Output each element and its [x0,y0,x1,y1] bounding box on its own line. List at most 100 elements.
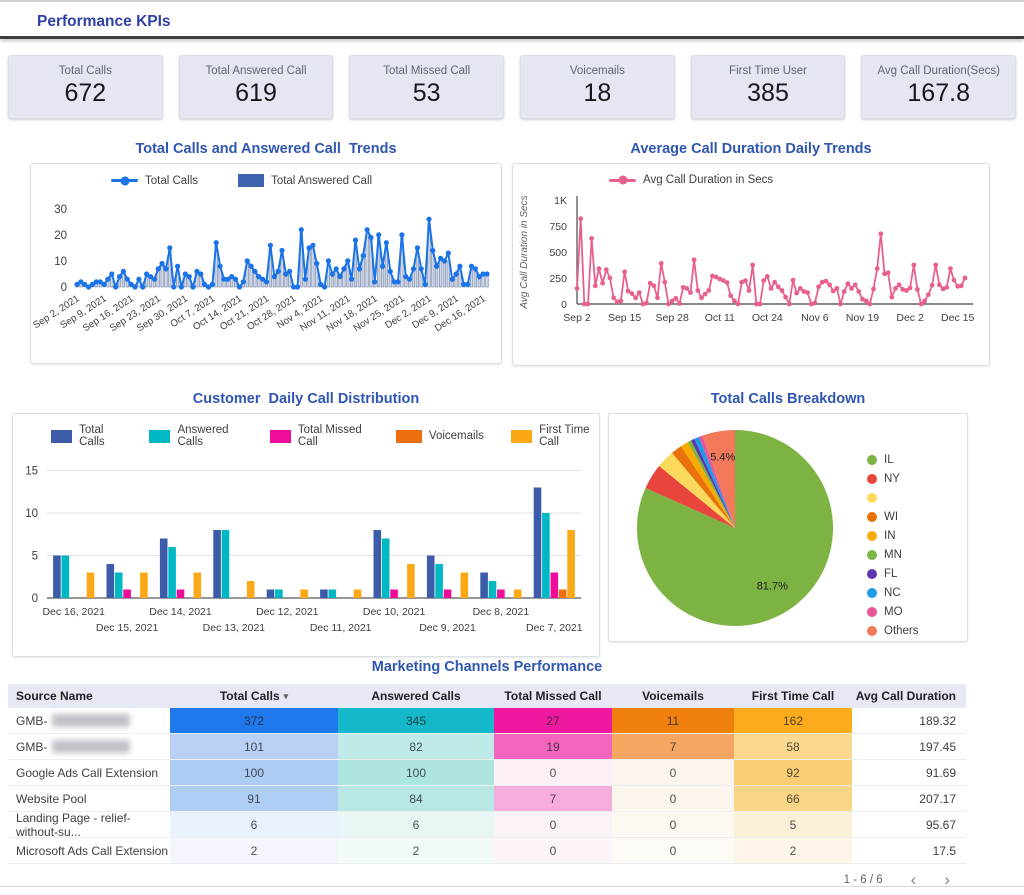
svg-text:10: 10 [54,256,67,268]
daily-distribution-card: Total Calls Answered Calls Total Missed Ca… [12,413,600,657]
legend-item: Total Calls [51,424,122,448]
duration-trend-legend: Avg Call Duration in Secs [609,174,989,186]
metric-cell: 2 [734,838,852,864]
calls-trend-title: Total Calls and Answered Call Trends [135,141,397,157]
kpi-value: 167.8 [907,79,970,107]
legend-label: Total Calls [145,174,199,187]
marketing-table: Source Name Total Calls ▾ Answered Calls Tot… [8,684,966,888]
source-name-cell: Microsoft Ads Call Extension [8,838,170,864]
legend-swatch-icon [867,454,877,465]
source-name-cell: Landing Page - relief-without-su... [8,811,170,839]
kpi-label: Avg Call Duration(Secs) [877,65,1000,77]
svg-text:Dec 7, 2021: Dec 7, 2021 [526,622,583,634]
column-header-first-time-call[interactable]: First Time Call [734,684,852,708]
svg-text:30: 30 [54,204,67,216]
metric-cell: 91 [170,786,338,812]
legend-item: NC [867,584,919,603]
svg-text:0: 0 [61,282,67,294]
calls-breakdown-title: Total Calls Breakdown [710,391,866,407]
kpi-value: 18 [583,79,612,107]
legend-swatch-icon [867,626,877,637]
page-title: Performance KPIs [37,13,171,30]
svg-text:10: 10 [25,508,38,520]
metric-cell: 2 [170,838,338,864]
column-header-total-missed-call[interactable]: Total Missed Call [494,684,612,708]
next-page-button[interactable]: › [944,870,950,889]
prev-page-button[interactable]: ‹ [910,870,917,889]
metric-cell: 66 [734,786,852,812]
legend-item: IN [867,526,919,545]
metric-cell: 5 [734,812,852,838]
legend-item: Others [867,622,919,641]
svg-text:Sep 28: Sep 28 [656,312,689,324]
calls-trend-legend: Total Calls Total Answered Call [111,174,501,187]
kpi-card-avg-call-duration: Avg Call Duration(Secs) 167.8 [861,55,1017,119]
metric-cell: 100 [338,760,494,786]
metric-cell: 58 [734,734,852,760]
table-row: Google Ads Call Extension 100 100 0 0 92 91.69 [8,760,966,786]
duration-trend-title: Average Call Duration Daily Trends [630,141,872,157]
column-header-source-name[interactable]: Source Name [8,684,170,708]
source-name-cell: GMB- [8,708,170,734]
avg-duration-cell: 207.17 [852,786,966,812]
metric-cell: 2 [338,838,494,864]
kpi-value: 672 [64,79,107,107]
legend-label: Total Answered Call [271,174,373,187]
svg-text:20: 20 [54,230,67,242]
legend-swatch-icon [867,550,877,561]
svg-text:500: 500 [549,247,567,259]
calls-trend-card: Total Calls Total Answered Call 0 10 20 30 Se… [30,163,502,364]
column-header-answered-calls[interactable]: Answered Calls [338,684,494,708]
redacted-text [52,714,131,727]
legend-item: Voicemails [395,429,484,443]
metric-cell: 0 [494,838,612,864]
svg-text:Dec 15: Dec 15 [941,312,974,324]
avg-duration-cell: 91.69 [852,760,966,786]
legend-label: Voicemails [428,430,484,442]
legend-item: Total Missed Call [269,424,369,448]
legend-swatch-icon [867,473,877,484]
column-header-avg-call-duration[interactable]: Avg Call Duration [852,684,966,708]
legend-label: IN [884,529,896,542]
legend-item: MO [867,603,919,622]
legend-swatch-icon [867,492,877,503]
calls-trend-section: Total Calls and Answered Call Trends Tot… [30,141,502,364]
svg-text:Dec 16, 2021: Dec 16, 2021 [42,606,105,618]
legend-label: MO [884,606,903,619]
svg-text:Dec 2: Dec 2 [896,312,924,324]
svg-text:Dec 15, 2021: Dec 15, 2021 [96,622,159,634]
legend-swatch-icon [395,429,422,443]
table-row: Website Pool 91 84 7 0 66 207.17 [8,786,966,812]
legend-label: Others [884,625,919,638]
kpi-value: 53 [412,79,441,107]
column-header-voicemails[interactable]: Voicemails [612,684,734,708]
svg-text:Dec 12, 2021: Dec 12, 2021 [256,606,319,618]
legend-item: First Time Call [510,424,599,448]
duration-trend-section: Average Call Duration Daily Trends Avg C… [512,141,990,366]
legend-item: Avg Call Duration in Secs [609,174,773,186]
kpi-value: 619 [235,79,277,107]
legend-item: NY [867,469,919,488]
duration-trend-card: Avg Call Duration in Secs Avg Call Durat… [512,163,990,366]
kpi-label: Total Calls [58,65,112,77]
header-divider [0,36,1024,39]
window-top-border [0,0,1024,2]
metric-cell: 101 [170,734,338,760]
legend-swatch-icon [609,175,636,185]
kpi-card-voicemails: Voicemails 18 [520,55,675,119]
daily-distribution-chart: 0 5 10 15 Dec 16, 2021 Dec 15, 2021 Dec 14, 20… [25,466,583,635]
legend-item: Total Answered Call [238,174,372,187]
column-header-total-calls[interactable]: Total Calls ▾ [170,684,338,708]
legend-swatch-icon [867,569,877,580]
avg-duration-cell: 95.67 [852,812,966,838]
svg-text:81.7%: 81.7% [757,581,788,593]
source-name-cell: Website Pool [8,786,170,812]
kpi-card-total-calls: Total Calls 672 [8,55,163,119]
kpi-row: Total Calls 672 Total Answered Call 619 … [8,55,1017,119]
legend-swatch-icon [111,176,138,185]
legend-item: FL [867,565,919,584]
legend-label: First Time Call [539,424,590,448]
svg-text:5.4%: 5.4% [710,452,735,464]
svg-text:Sep 2: Sep 2 [563,312,591,324]
